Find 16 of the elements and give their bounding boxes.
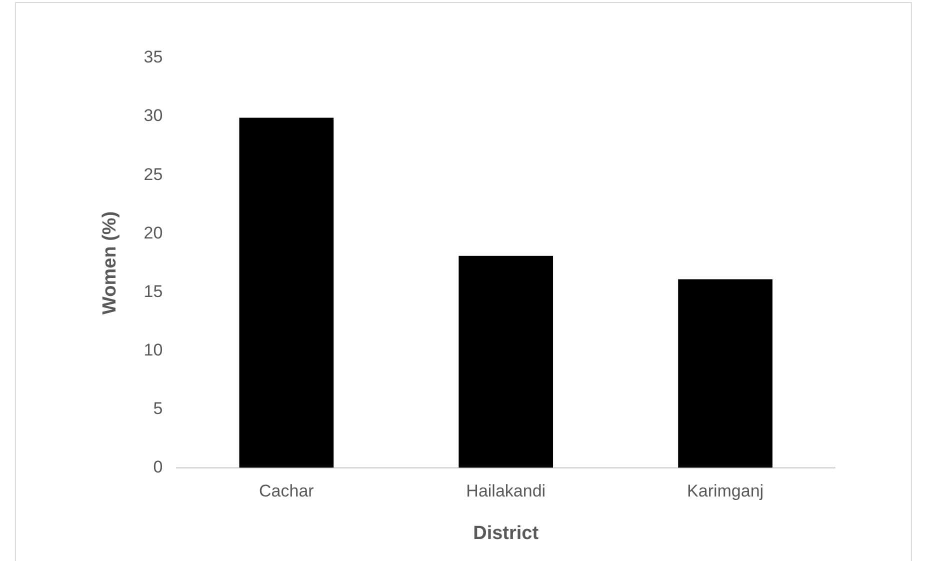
y-tick-label: 10 xyxy=(144,340,163,360)
x-tick-label: Hailakandi xyxy=(466,482,546,501)
x-axis-title: District xyxy=(473,522,540,544)
y-axis-title: Women (%) xyxy=(100,211,121,314)
y-tick-label: 5 xyxy=(153,398,163,418)
y-tick-label: 30 xyxy=(144,106,163,126)
bar xyxy=(458,256,554,468)
bar xyxy=(678,279,772,468)
y-tick-label: 0 xyxy=(153,457,163,476)
y-tick-label: 25 xyxy=(144,164,163,184)
x-tick-label: Karimganj xyxy=(687,482,764,501)
x-tick-label: Cachar xyxy=(259,482,314,501)
y-tick-label: 35 xyxy=(144,48,163,67)
y-tick-label: 15 xyxy=(144,282,163,301)
y-tick-label: 20 xyxy=(144,223,163,242)
bar xyxy=(239,118,334,468)
